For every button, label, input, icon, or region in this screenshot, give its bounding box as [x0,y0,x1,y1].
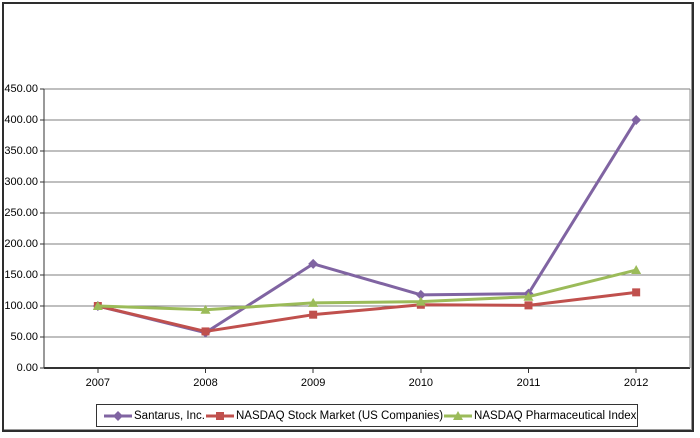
triangle-marker-icon [444,410,473,420]
y-tick-label: 50.00 [10,331,38,343]
legend-entry-nasdaq-pharmaceutical: NASDAQ Pharmaceutical Index [443,410,636,422]
diamond-marker-icon [104,410,132,421]
x-tick-label: 2011 [516,377,541,389]
y-tick-label: 400.00 [4,114,38,126]
legend-label: Santarus, Inc. [134,409,205,422]
y-tick-label: 200.00 [4,238,38,250]
x-tick-label: 2007 [85,377,111,389]
x-tick-label: 2010 [408,377,434,389]
y-tick-label: 300.00 [4,176,38,188]
y-tick-label: 0.00 [16,362,38,374]
legend-label: NASDAQ Pharmaceutical Index [474,409,637,422]
y-tick-label: 350.00 [4,145,38,157]
y-tick-label: 150.00 [4,269,38,281]
legend: Santarus, Inc. NASDAQ Stock Market (US C… [96,404,638,427]
legend-label: NASDAQ Stock Market (US Companies) [235,409,444,422]
y-tick-label: 100.00 [4,300,38,312]
x-tick-label: 2012 [623,377,649,389]
legend-entry-nasdaq-stock-market: NASDAQ Stock Market (US Companies) [205,410,443,422]
x-tick-label: 2008 [193,377,218,389]
y-tick-label: 250.00 [4,207,38,219]
legend-entry-santarus: Santarus, Inc. [103,410,205,422]
y-tick-label: 450.00 [4,83,38,95]
x-tick-label: 2009 [300,377,326,389]
square-marker-icon [205,411,234,420]
